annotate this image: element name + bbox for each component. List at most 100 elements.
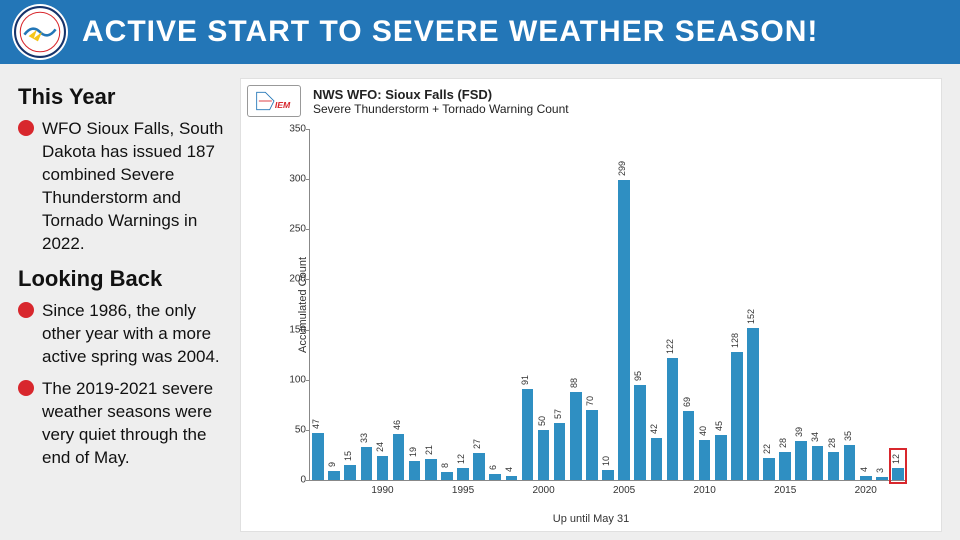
bar xyxy=(795,441,807,480)
bar-value-label: 6 xyxy=(488,465,498,470)
section-heading: This Year xyxy=(18,84,228,110)
bar xyxy=(860,476,872,480)
bar xyxy=(699,440,711,480)
page: ACTIVE START TO SEVERE WEATHER SEASON! T… xyxy=(0,0,960,540)
bar xyxy=(892,468,904,480)
bar xyxy=(425,459,437,480)
bullet-row: Since 1986, the only other year with a m… xyxy=(18,300,228,369)
ytick-mark xyxy=(306,179,310,180)
ytick-label: 300 xyxy=(270,174,306,185)
ytick-mark xyxy=(306,380,310,381)
bar-value-label: 28 xyxy=(827,438,837,448)
bullet-row: The 2019-2021 severe weather seasons wer… xyxy=(18,378,228,470)
ytick-label: 350 xyxy=(270,124,306,135)
bar xyxy=(731,352,743,480)
bar xyxy=(844,445,856,480)
bar xyxy=(715,435,727,480)
bar-value-label: 27 xyxy=(472,439,482,449)
bar-value-label: 128 xyxy=(730,333,740,348)
bar-value-label: 88 xyxy=(569,378,579,388)
chart-column: IEM NWS WFO: Sioux Falls (FSD) Severe Th… xyxy=(240,64,960,540)
bar xyxy=(618,180,630,480)
bar xyxy=(312,433,324,480)
bar xyxy=(586,410,598,480)
bar xyxy=(377,456,389,480)
bar-value-label: 21 xyxy=(424,445,434,455)
bar-value-label: 9 xyxy=(327,462,337,467)
chart-titles: NWS WFO: Sioux Falls (FSD) Severe Thunde… xyxy=(313,87,569,116)
bar xyxy=(667,358,679,480)
bullet-text: Since 1986, the only other year with a m… xyxy=(42,300,228,369)
bar-value-label: 50 xyxy=(537,416,547,426)
bar-value-label: 40 xyxy=(698,426,708,436)
bar xyxy=(473,453,485,480)
bar xyxy=(570,392,582,480)
bar xyxy=(361,447,373,480)
bar-value-label: 4 xyxy=(859,467,869,472)
ytick-mark xyxy=(306,480,310,481)
ytick-mark xyxy=(306,279,310,280)
bar xyxy=(763,458,775,480)
bar xyxy=(602,470,614,480)
bar xyxy=(441,472,453,480)
bar-value-label: 22 xyxy=(762,444,772,454)
bars-container: 4791533244619218122764915057887010299954… xyxy=(310,129,906,480)
ytick-label: 250 xyxy=(270,224,306,235)
bar xyxy=(522,389,534,480)
bar-value-label: 12 xyxy=(891,454,901,464)
bar xyxy=(779,452,791,480)
bar-value-label: 8 xyxy=(440,463,450,468)
nws-logo-icon xyxy=(12,4,68,60)
ytick-label: 150 xyxy=(270,324,306,335)
bar xyxy=(651,438,663,480)
bar-value-label: 3 xyxy=(875,468,885,473)
bar xyxy=(409,461,421,480)
bar-value-label: 15 xyxy=(343,451,353,461)
left-column: This Year WFO Sioux Falls, South Dakota h… xyxy=(0,64,240,540)
header-bar: ACTIVE START TO SEVERE WEATHER SEASON! xyxy=(0,0,960,64)
bar-value-label: 35 xyxy=(843,431,853,441)
xtick-label: 1990 xyxy=(371,485,393,496)
chart-title-line2: Severe Thunderstorm + Tornado Warning Co… xyxy=(313,102,569,116)
bullet-text: The 2019-2021 severe weather seasons wer… xyxy=(42,378,228,470)
bar-value-label: 299 xyxy=(617,161,627,176)
ytick-mark xyxy=(306,430,310,431)
bar xyxy=(828,452,840,480)
bar-value-label: 33 xyxy=(359,433,369,443)
chart-xlabel: Up until May 31 xyxy=(553,513,629,525)
xtick-label: 2020 xyxy=(855,485,877,496)
ytick-mark xyxy=(306,330,310,331)
bar-value-label: 91 xyxy=(520,375,530,385)
iem-logo-icon: IEM xyxy=(247,85,301,117)
svg-text:IEM: IEM xyxy=(275,100,291,110)
bar xyxy=(876,477,888,480)
header-title: ACTIVE START TO SEVERE WEATHER SEASON! xyxy=(82,15,818,49)
bullet-text: WFO Sioux Falls, South Dakota has issued… xyxy=(42,118,228,256)
bullet-dot-icon xyxy=(18,380,34,396)
bar-value-label: 12 xyxy=(456,454,466,464)
bar-value-label: 10 xyxy=(601,456,611,466)
bar xyxy=(554,423,566,480)
section-heading: Looking Back xyxy=(18,266,228,292)
bar xyxy=(538,430,550,480)
chart-plot-area: 4791533244619218122764915057887010299954… xyxy=(309,129,906,481)
body-row: This Year WFO Sioux Falls, South Dakota h… xyxy=(0,64,960,540)
xtick-label: 2010 xyxy=(694,485,716,496)
bar xyxy=(634,385,646,480)
bar-value-label: 95 xyxy=(633,371,643,381)
chart-card: IEM NWS WFO: Sioux Falls (FSD) Severe Th… xyxy=(240,78,942,532)
bar xyxy=(506,476,518,480)
bar xyxy=(812,446,824,480)
bar-value-label: 46 xyxy=(392,420,402,430)
bar xyxy=(489,474,501,480)
xtick-label: 2015 xyxy=(774,485,796,496)
bar xyxy=(344,465,356,480)
chart-title-line1: NWS WFO: Sioux Falls (FSD) xyxy=(313,87,569,102)
ytick-label: 0 xyxy=(270,475,306,486)
bar-value-label: 28 xyxy=(778,438,788,448)
bar-value-label: 47 xyxy=(311,419,321,429)
ytick-label: 200 xyxy=(270,274,306,285)
ytick-mark xyxy=(306,229,310,230)
bar xyxy=(393,434,405,480)
bar-value-label: 69 xyxy=(682,397,692,407)
